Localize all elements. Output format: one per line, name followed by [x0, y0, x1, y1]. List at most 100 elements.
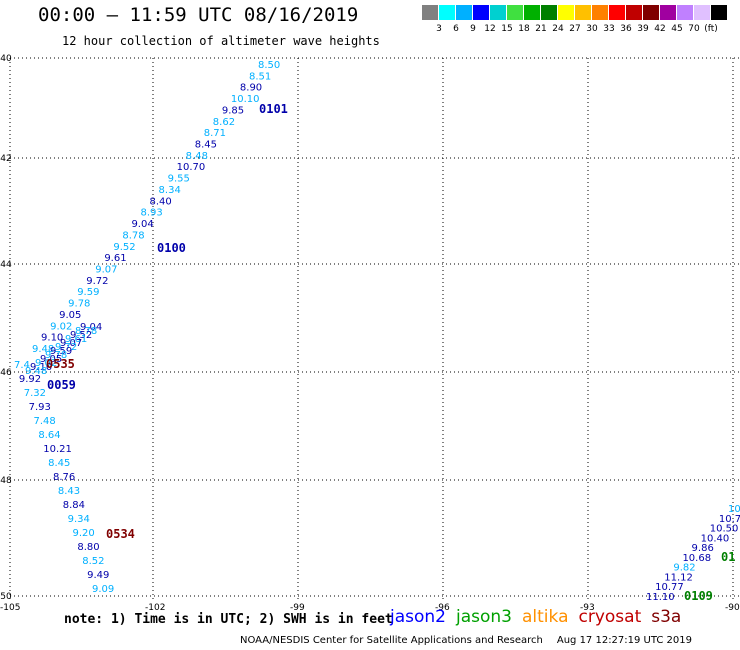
swh-value: 9.82: [673, 563, 695, 574]
footer: NOAA/NESDIS Center for Satellite Applica…: [240, 635, 692, 646]
scale-label: 6: [453, 24, 459, 34]
swh-value: 9.52: [70, 330, 92, 341]
scale-swatch: [524, 5, 540, 20]
scale-swatch: [626, 5, 642, 20]
swh-value: 9.72: [55, 342, 77, 353]
swh-value: 9.02: [35, 358, 57, 369]
swh-value: 9.78: [45, 350, 67, 361]
scale-label: 24: [552, 24, 564, 34]
scale-swatch: [711, 5, 727, 20]
track-time-label: 0109: [684, 589, 713, 603]
longitude-label: -96: [435, 603, 450, 613]
swh-value: 9.78: [68, 299, 90, 310]
swh-value: 9.72: [86, 276, 108, 287]
track-time-label: 0535: [46, 357, 75, 371]
swh-value: 9.10: [30, 362, 52, 373]
swh-value: 8.43: [58, 486, 80, 497]
scale-swatch: [558, 5, 574, 20]
swh-value: 9.55: [168, 174, 190, 185]
swh-value: 11.12: [664, 572, 693, 583]
scale-swatch: [541, 5, 557, 20]
scale-swatch: [677, 5, 693, 20]
scale-swatch: [473, 5, 489, 20]
longitude-label: -102: [145, 603, 165, 613]
scale-label: 27: [569, 24, 581, 34]
satellite-legend: jason2 jason3 altika cryosat s3a: [390, 607, 691, 627]
axis-labels: -40 -42 -44 -46 -48 -50-105 -102 -99 -96 -93 -90: [0, 54, 740, 613]
scale-swatch: [660, 5, 676, 20]
track-time-label: 0534: [106, 527, 135, 541]
swh-value: 9.20: [73, 528, 95, 539]
track-time-labels: 0101 0100 0535 0059 0534 0109 01: [46, 102, 735, 603]
wave-height-tracks: 8.508.518.9010.109.858.628.718.458.4810.…: [14, 60, 740, 603]
swh-value: 8.76: [53, 472, 75, 483]
scale-swatch: [490, 5, 506, 20]
scale-label: (ft): [704, 24, 718, 34]
scale-swatch: [456, 5, 472, 20]
swh-value: 9.02: [50, 321, 72, 332]
scale-swatch: [643, 5, 659, 20]
swh-value: 9.07: [95, 264, 117, 275]
latitude-label: -46: [0, 368, 12, 378]
scale-label: 15: [501, 24, 513, 34]
scale-swatch: [439, 5, 455, 20]
scale-label: 9: [470, 24, 476, 34]
swh-value: 9.61: [65, 334, 87, 345]
swh-value: 8.78: [75, 326, 97, 337]
swh-value: 9.48: [32, 344, 54, 355]
swh-value: 9.05: [40, 354, 62, 365]
swh-value: 10.77: [655, 582, 684, 593]
swh-value: 8.34: [159, 185, 181, 196]
track-time-label: 0101: [259, 102, 288, 116]
swh-value: 8.78: [122, 230, 144, 241]
note-text: note: 1) Time is in UTC; 2) SWH is in fe…: [64, 612, 393, 627]
swh-value: 8.52: [82, 556, 104, 567]
swh-value: 10.21: [43, 444, 72, 455]
longitude-label: -99: [290, 603, 305, 613]
legend-jason3: jason3: [456, 607, 512, 627]
swh-value: 9.07: [60, 338, 82, 349]
scale-label: 12: [484, 24, 496, 34]
legend-s3a: s3a: [651, 607, 682, 627]
scale-label: 3: [436, 24, 442, 34]
longitude-label: -90: [725, 603, 740, 613]
graticule: [9, 57, 740, 600]
swh-value: 8.48: [186, 151, 208, 162]
swh-value: 9.85: [222, 105, 244, 116]
page-subtitle: 12 hour collection of altimeter wave hei…: [62, 34, 380, 48]
swh-value: 10.68: [682, 553, 711, 564]
swh-value: 9.05: [59, 310, 81, 321]
swh-value: 8.93: [140, 208, 162, 219]
swh-value: 9.09: [92, 584, 114, 595]
swh-value: 8.40: [150, 196, 172, 207]
swh-value: 9.49: [87, 570, 109, 581]
swh-value: 10: [728, 504, 740, 515]
legend-jason2: jason2: [390, 607, 446, 627]
scale-label: 21: [535, 24, 547, 34]
swh-value: 9.59: [77, 287, 99, 298]
scale-swatch: [592, 5, 608, 20]
latitude-label: -44: [0, 260, 12, 270]
scale-label: 36: [620, 24, 632, 34]
swh-value: 10.40: [701, 533, 730, 544]
swh-value: 10.10: [231, 94, 260, 105]
swh-value: 10.7: [719, 514, 740, 525]
swh-value: 9.34: [68, 514, 90, 525]
swh-value: 8.62: [213, 117, 235, 128]
swh-value: 7.93: [29, 402, 51, 413]
swh-value: 8.45: [48, 458, 70, 469]
swh-value: 9.59: [50, 346, 72, 357]
swh-value: 7.4: [14, 360, 30, 371]
swh-value: 8.64: [38, 430, 60, 441]
swh-value: 9.92: [19, 374, 41, 385]
swh-value: 11.10: [646, 592, 675, 603]
scale-swatch: [575, 5, 591, 20]
track-time-label: 0059: [47, 378, 76, 392]
swh-value: 8.84: [63, 500, 85, 511]
swh-value: 9.04: [131, 219, 153, 230]
scale-swatch: [507, 5, 523, 20]
latitude-label: -42: [0, 154, 12, 164]
swh-value: 10.70: [177, 162, 206, 173]
track-time-label: 0100: [157, 241, 186, 255]
longitude-label: -105: [0, 603, 20, 613]
